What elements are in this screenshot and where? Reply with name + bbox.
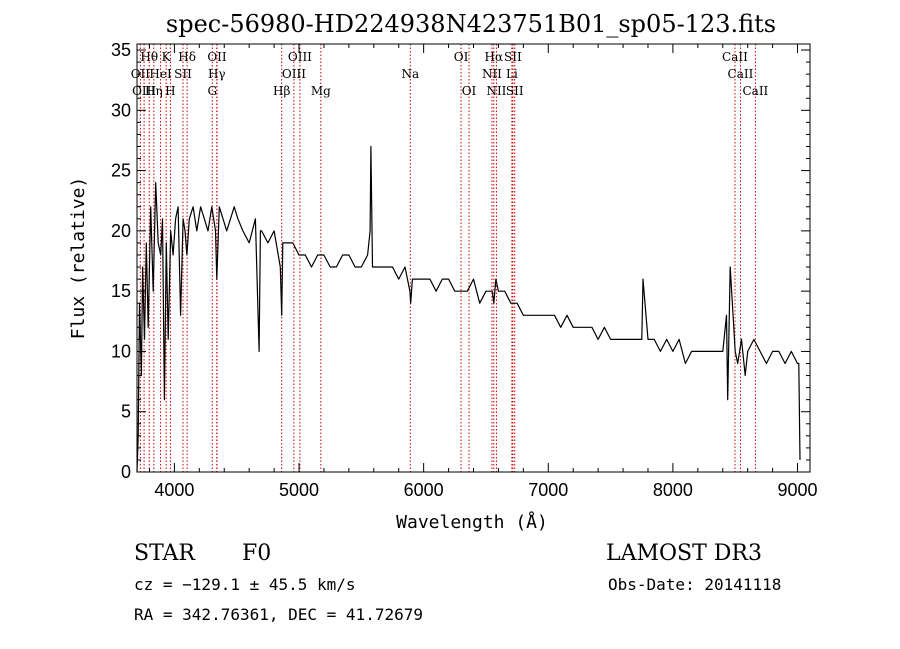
spectral-line-label: CaII	[722, 50, 748, 64]
x-tick-label: 5000	[279, 480, 319, 500]
spectral-line-label: OIII	[282, 67, 306, 81]
spectral-line-label: Hδ	[178, 50, 196, 64]
y-tick-label: 5	[121, 402, 131, 422]
spectral-line-label: Li	[506, 67, 518, 81]
spectral-line-label: H	[165, 84, 175, 98]
spectral-line-label: K	[162, 50, 172, 64]
x-tick-label: 9000	[778, 480, 818, 500]
x-tick-label: 8000	[653, 480, 693, 500]
spectral-line-label: Hη	[145, 84, 163, 98]
spectral-line-label: Hγ	[208, 67, 226, 81]
spectral-line-label: SII	[506, 84, 524, 98]
y-tick-label: 0	[121, 462, 131, 482]
observation-date: Obs-Date: 20141118	[608, 575, 781, 594]
x-tick-label: 7000	[528, 480, 568, 500]
spectral-line-label: HeI	[149, 67, 172, 81]
spectral-line-label: OI	[462, 84, 477, 98]
spectral-line-label: OII	[207, 50, 227, 64]
spectral-line-label: Hα	[485, 50, 504, 64]
spectral-line-label: Mg	[311, 84, 331, 98]
coordinates: RA = 342.76361, DEC = 41.72679	[134, 605, 423, 624]
x-tick-label: 6000	[404, 480, 444, 500]
spectral-line-label: NII	[482, 67, 502, 81]
spectral-line-label: G	[207, 84, 217, 98]
chart-title: spec-56980-HD224938N423751B01_sp05-123.f…	[166, 10, 776, 38]
x-axis-ticks: 4000 5000 6000 7000 8000 9000	[148, 44, 818, 500]
spectral-line-label: OIII	[288, 50, 312, 64]
y-axis-label: Flux (relative)	[68, 177, 89, 340]
x-tick-label: 4000	[154, 480, 194, 500]
spectral-line-label: Hβ	[273, 84, 290, 98]
radial-velocity: cz = −129.1 ± 45.5 km/s	[134, 575, 356, 594]
y-tick-label: 15	[111, 281, 131, 301]
spectral-line-markers	[139, 44, 756, 472]
y-tick-label: 25	[111, 161, 131, 181]
spectral-line-label: Hθ	[140, 50, 158, 64]
spectral-line-label: CaII	[728, 67, 754, 81]
spectral-line-label: SII	[504, 50, 522, 64]
spectral-line-label: SII	[174, 67, 192, 81]
y-tick-label: 20	[111, 221, 131, 241]
spectral-line-label: OIII	[132, 84, 156, 98]
y-axis-ticks: 0 5 10 15 20 25 30 35	[111, 40, 810, 482]
spectral-line-label: OI	[454, 50, 469, 64]
x-axis-label: Wavelength (Å)	[396, 511, 548, 533]
y-tick-label: 35	[111, 40, 131, 60]
spectral-line-label: CaII	[742, 84, 768, 98]
spectral-line-label: NII	[486, 84, 506, 98]
object-class: STAR	[134, 541, 196, 566]
spectrum-line	[136, 145, 801, 473]
spectral-subclass: F0	[242, 541, 271, 566]
y-tick-label: 10	[111, 341, 131, 361]
spectral-line-label: Na	[401, 67, 419, 81]
y-tick-label: 30	[111, 100, 131, 120]
survey-name: LAMOST DR3	[606, 541, 762, 566]
